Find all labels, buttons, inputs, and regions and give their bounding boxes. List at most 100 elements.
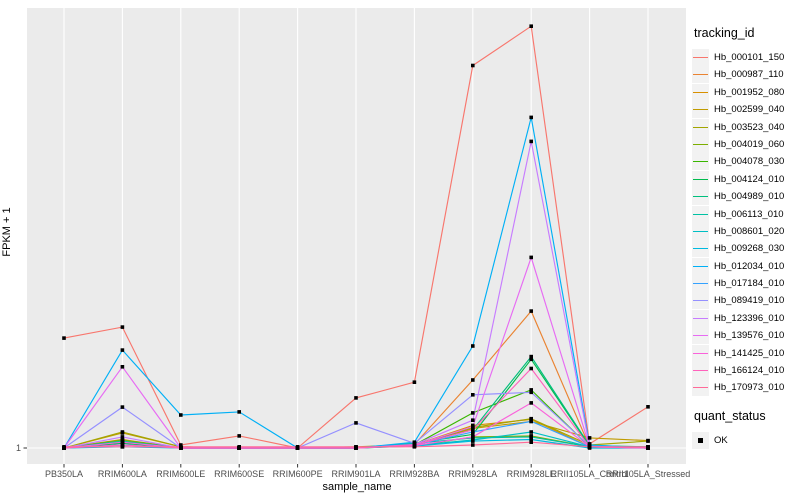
x-tick-label: RRIM901LA xyxy=(331,469,380,479)
data-point xyxy=(354,421,358,425)
legend-item-label: Hb_089419_010 xyxy=(714,295,785,307)
data-point xyxy=(646,445,650,449)
data-point xyxy=(412,445,417,449)
legend-item-label: Hb_004019_060 xyxy=(714,138,785,150)
data-point xyxy=(471,439,475,443)
data-point xyxy=(471,432,475,437)
data-point xyxy=(529,437,533,442)
data-point xyxy=(120,348,125,352)
data-point xyxy=(529,309,533,313)
legend-item-Hb_000987_110: Hb_000987_110 xyxy=(692,66,798,84)
legend-item-label: Hb_004078_030 xyxy=(714,156,785,168)
x-tick-label: RRIM600LE xyxy=(156,469,205,479)
y-axis-title: FPKM + 1 xyxy=(1,207,13,256)
data-point xyxy=(529,366,533,371)
data-point xyxy=(471,435,475,439)
data-point xyxy=(529,430,533,434)
data-point xyxy=(529,419,533,424)
legend-item-Hb_004989_010: Hb_004989_010 xyxy=(692,188,798,206)
data-point xyxy=(62,336,66,340)
data-point xyxy=(471,424,475,429)
x-tick-label: PB350LA xyxy=(45,469,83,479)
data-point xyxy=(471,411,475,415)
legend-item-label: Hb_170973_010 xyxy=(714,382,785,394)
legend-key-line-icon xyxy=(692,101,709,119)
data-point xyxy=(120,405,125,409)
data-point xyxy=(120,325,125,329)
legend-key-line-icon xyxy=(692,240,709,258)
data-point xyxy=(354,396,358,400)
data-point xyxy=(120,430,125,434)
data-point xyxy=(471,428,475,432)
y-tick-label: 1 xyxy=(16,443,21,453)
legend-item-label: Hb_166124_010 xyxy=(714,365,785,377)
legend-item-label: Hb_001952_080 xyxy=(714,86,785,98)
legend-item-Hb_000101_150: Hb_000101_150 xyxy=(692,49,798,66)
legend-item-label: Hb_123396_010 xyxy=(714,312,785,324)
data-point xyxy=(529,115,533,120)
data-point xyxy=(529,24,533,28)
data-point xyxy=(120,445,125,449)
legend-item-Hb_170973_010: Hb_170973_010 xyxy=(692,379,798,397)
legend-item-Hb_166124_010: Hb_166124_010 xyxy=(692,362,798,380)
x-tick-label: RRIM600SE xyxy=(214,469,264,479)
data-point xyxy=(295,445,300,449)
x-tick-label: RRII105LA_Stressed xyxy=(606,469,691,479)
legend-key-line-icon xyxy=(692,257,709,275)
data-point xyxy=(529,357,533,362)
legend-item-label: Hb_000101_150 xyxy=(714,52,785,63)
data-point xyxy=(412,380,417,384)
legend-item-Hb_017184_010: Hb_017184_010 xyxy=(692,275,798,293)
x-tick-label: RRIM928LE xyxy=(507,469,556,479)
data-point xyxy=(529,440,533,444)
legend-item-label: Hb_006113_010 xyxy=(714,208,784,220)
legend-key-line-icon xyxy=(692,170,709,188)
data-point xyxy=(529,255,533,260)
data-point xyxy=(471,430,475,434)
legend-item-label: Hb_141425_010 xyxy=(714,347,785,359)
data-point xyxy=(237,445,241,449)
legend-key-line-icon xyxy=(692,153,709,171)
legend-key-line-icon xyxy=(692,362,709,380)
legend-item-Hb_089419_010: Hb_089419_010 xyxy=(692,292,798,310)
legend-key-line-icon xyxy=(692,118,709,136)
data-point xyxy=(529,416,533,421)
legend-key-line-icon xyxy=(692,222,709,240)
legend-key-line-icon xyxy=(692,275,709,293)
legend-item-Hb_003523_040: Hb_003523_040 xyxy=(692,118,798,136)
data-point xyxy=(120,440,125,444)
data-point xyxy=(354,445,358,449)
x-tick-label: RRIM928LA xyxy=(448,469,497,479)
legend-key-line-icon xyxy=(692,205,709,223)
legend-item-label: Hb_139576_010 xyxy=(714,330,785,342)
data-point xyxy=(62,445,66,449)
data-point xyxy=(471,443,475,447)
legend-item-Hb_012034_010: Hb_012034_010 xyxy=(692,257,798,275)
legend-item-Hb_001952_080: Hb_001952_080 xyxy=(692,83,798,101)
data-point xyxy=(587,436,592,440)
legend-item-label: Hb_004989_010 xyxy=(714,191,785,203)
data-point xyxy=(529,390,533,395)
legend-item-label: Hb_003523_040 xyxy=(714,121,785,133)
data-point xyxy=(471,344,475,348)
legend-item-label: Hb_009268_030 xyxy=(714,243,785,255)
data-point xyxy=(471,378,475,382)
data-point xyxy=(237,434,241,438)
legend-key-line-icon xyxy=(692,66,709,84)
legend-key-line-icon xyxy=(692,188,709,206)
legend-key-line-icon xyxy=(692,292,709,310)
x-axis-title: sample_name xyxy=(322,481,391,493)
data-point xyxy=(471,63,475,68)
legend-key-line-icon xyxy=(692,309,709,327)
legend-item-label: OK xyxy=(714,435,728,447)
x-tick-label: RRII105LA_Control xyxy=(551,469,629,479)
legend-item-label: Hb_002599_040 xyxy=(714,104,785,116)
legend-item-Hb_002599_040: Hb_002599_040 xyxy=(692,101,798,119)
data-point xyxy=(471,418,475,422)
legend-item-label: Hb_012034_010 xyxy=(714,260,785,272)
legend-item-Hb_008601_020: Hb_008601_020 xyxy=(692,222,798,240)
legend-key-line-icon xyxy=(692,135,709,153)
legend-items: Hb_000101_150 Hb_000987_110 Hb_001952_080 H… xyxy=(692,49,798,397)
